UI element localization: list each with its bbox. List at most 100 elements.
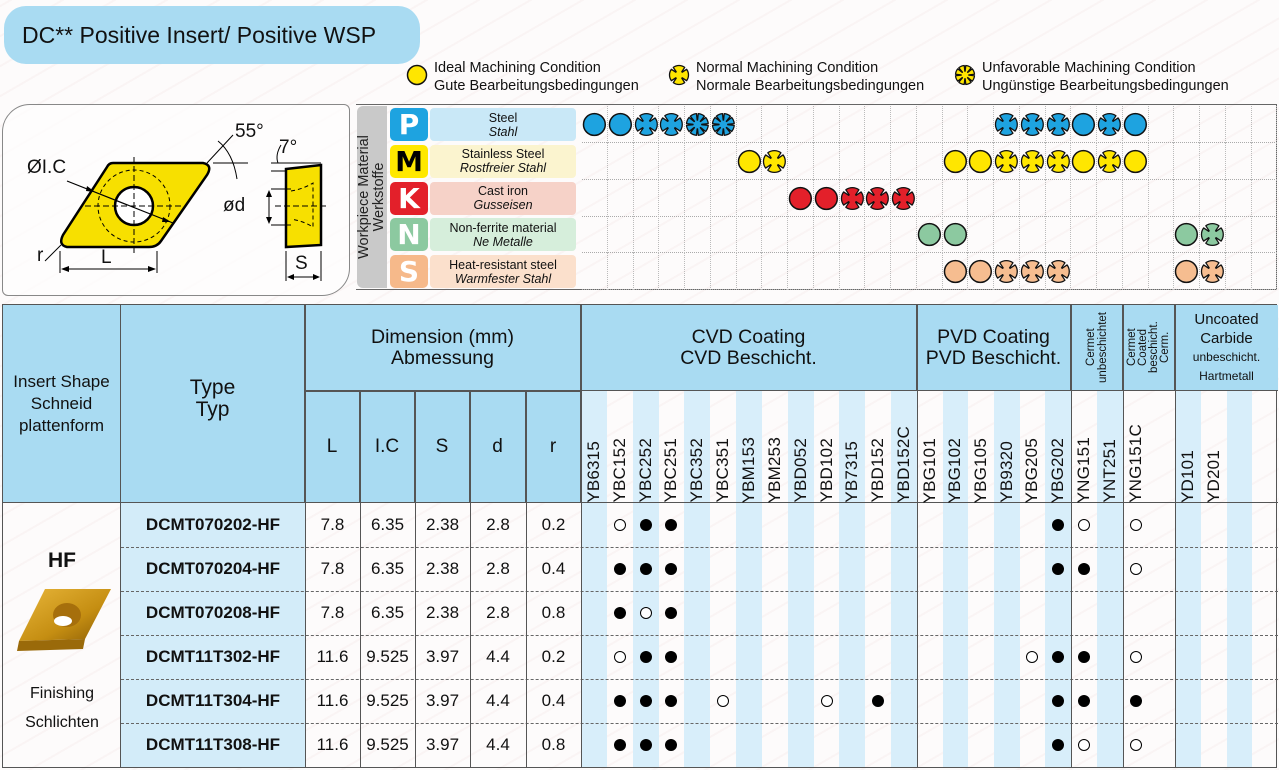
material-row-n: N Non-ferrite material Ne Metalle [388, 216, 1278, 254]
ideal-condition-icon [968, 260, 993, 284]
material-grid-cell [762, 253, 788, 291]
material-name-de: Stahl [488, 124, 518, 139]
filled-circle-icon [665, 607, 678, 619]
material-grid-cell [891, 142, 917, 180]
material-grid-cell [1252, 179, 1278, 217]
filled-circle-icon [1078, 651, 1090, 663]
grade-availability-cell [633, 723, 659, 767]
material-grid-cell [1097, 216, 1123, 254]
grade-name: YBD152 [868, 438, 888, 503]
ideal-condition-icon [582, 112, 607, 137]
column-divider [305, 305, 306, 767]
dimension-value-s: 3.97 [425, 735, 460, 754]
grade-header: YBD102 [814, 391, 840, 503]
angle-55-label: 55° [235, 121, 264, 142]
material-grid-cell [582, 179, 608, 217]
material-grid-cell [814, 216, 840, 254]
grade-header: YB6315 [581, 391, 607, 503]
filled-circle-icon [1052, 519, 1065, 531]
material-row-k: K Cast iron Gusseisen [388, 179, 1278, 217]
grade-header: YD201 [1201, 391, 1227, 503]
material-grid-cell [1020, 253, 1046, 291]
insert-diagram: 55° 7° ØI.C ød r L S [2, 104, 350, 296]
grade-availability-cell [659, 635, 685, 679]
material-grid-cell [1200, 253, 1226, 291]
filled-circle-icon [665, 563, 678, 575]
dimension-value-s: 3.97 [425, 647, 460, 666]
grade-header: YBG205 [1020, 391, 1046, 503]
material-grid-cell [1097, 106, 1123, 143]
insert-type-code: DCMT11T304-HF [145, 691, 281, 710]
grade-header: YB9320 [994, 391, 1020, 503]
grade-availability-cell [710, 679, 736, 723]
radius-label: r [37, 245, 44, 266]
header-dim-d: d [470, 391, 526, 503]
material-grid-cell [762, 142, 788, 180]
filled-circle-icon [613, 739, 626, 751]
legend-ideal-en: Ideal Machining Condition [434, 60, 601, 76]
grade-availability-cell [1045, 547, 1071, 591]
material-grid-cell [943, 106, 969, 143]
material-grid-cell [1097, 179, 1123, 217]
grade-header: YBC252 [633, 391, 659, 503]
filled-circle-icon [1078, 563, 1090, 575]
ideal-condition-icon [608, 112, 632, 137]
material-grid-cell [737, 179, 763, 217]
open-circle-icon [1026, 651, 1039, 663]
material-grid-cell [968, 216, 994, 254]
material-grid-cell [659, 179, 685, 217]
material-grid-cell [917, 216, 943, 254]
filled-circle-icon [613, 607, 626, 619]
grade-availability-cell [659, 547, 685, 591]
grade-header: YBD052 [788, 391, 814, 503]
material-grid-cell [968, 142, 994, 180]
material-name-de: Rostfreier Stahl [459, 161, 547, 176]
material-name: Non-ferrite material Ne Metalle [430, 218, 576, 252]
grade-column-stripe [581, 391, 607, 767]
material-grid-cell [1149, 216, 1175, 254]
grade-availability-cell [1071, 503, 1097, 547]
dimension-value-d: 4.4 [486, 735, 510, 754]
material-grid-cell [994, 106, 1020, 143]
column-divider [360, 391, 361, 767]
material-name-en: Cast iron [477, 184, 529, 199]
dimension-value-s: 2.38 [425, 515, 460, 534]
grade-header [1252, 391, 1278, 503]
material-suitability-grid [582, 106, 1278, 143]
normal-condition-icon [1020, 112, 1044, 137]
dimension-value-l: 11.6 [316, 691, 349, 710]
header-cermet-coated-line: Cermet [1125, 328, 1138, 367]
header-dimension: Dimension (mm) Abmessung [305, 305, 581, 391]
header-cvd-line: CVD Coating [691, 325, 806, 348]
material-grid-cell [634, 106, 660, 143]
normal-condition-icon [840, 186, 864, 210]
grade-name: YB6315 [583, 441, 603, 503]
open-circle-icon [1130, 651, 1142, 663]
grade-availability-cell [659, 679, 685, 723]
header-type-line: Type [189, 375, 236, 399]
thickness-label: S [295, 253, 308, 274]
workpiece-label-en: Workpiece Material [356, 135, 372, 259]
header-dim-l: L [305, 391, 360, 503]
material-grid-cell [711, 253, 737, 291]
material-grid-cell [788, 253, 814, 291]
material-grid-cell [1071, 216, 1097, 254]
grade-name: YNG151 [1074, 436, 1093, 503]
workpiece-label-de: Werkstoffe [371, 162, 387, 232]
filled-circle-icon [1130, 695, 1142, 707]
grade-availability-cell [659, 591, 685, 635]
unfavorable-condition-icon [954, 64, 976, 91]
material-grid-cell [1174, 142, 1200, 180]
material-grid-cell [1226, 106, 1252, 143]
grade-column-stripe [736, 391, 762, 767]
material-grid-cell [943, 216, 969, 254]
material-grid-cell [994, 179, 1020, 217]
dimension-value-d: 2.8 [486, 515, 510, 534]
open-circle-icon [820, 695, 833, 707]
ideal-condition-icon [406, 64, 428, 91]
header-insert-shape-line: Schneid [30, 393, 93, 413]
header-dimension-line: Abmessung [391, 346, 494, 369]
column-divider [526, 391, 527, 767]
row-divider [121, 635, 1278, 636]
material-grid-cell [1123, 216, 1149, 254]
